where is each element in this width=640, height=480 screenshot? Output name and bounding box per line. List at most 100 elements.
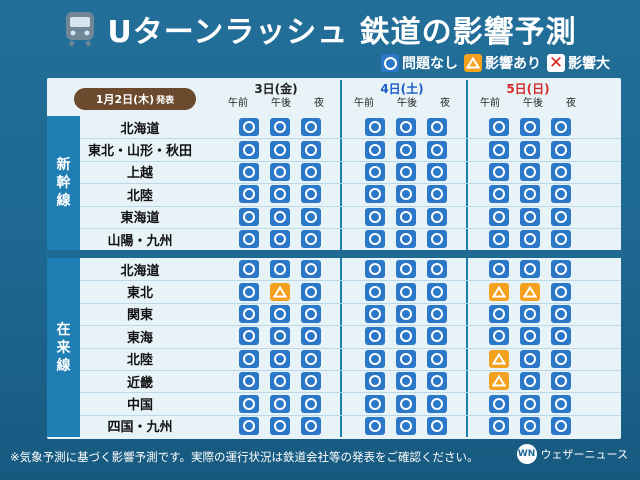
circle-icon [396,327,416,346]
day-label: 5日(日) [506,82,550,96]
circle-icon [270,372,290,391]
train-icon [66,12,95,47]
group-label-conventional: 在来線 [47,258,80,437]
circle-icon [489,163,509,181]
circle-icon [396,260,416,279]
row-divider [80,183,621,185]
circle-icon [551,282,571,301]
circle-icon [381,54,399,72]
circle-icon [270,163,290,181]
legend-item-ok: 問題なし [381,53,458,73]
circle-icon [239,394,259,413]
table-row: 近畿 [80,370,621,392]
circle-icon [489,305,509,323]
triangle-icon [270,282,290,301]
period-afternoon: 午後 [271,98,291,109]
group-label-shinkansen: 新幹線 [47,116,80,250]
line-name: 上越 [126,166,153,182]
circle-icon [489,327,509,346]
line-name: 北海道 [120,121,160,137]
circle-icon [396,207,416,226]
row-divider [80,228,621,229]
row-divider [80,325,621,327]
circle-icon [239,349,259,368]
circle-icon [427,394,447,413]
circle-icon [489,185,509,204]
header: Uターンラッシュ 鉄道の影響予測 [0,6,640,52]
table-row: 北海道 [80,116,621,138]
circle-icon [520,305,540,323]
circle-icon [489,230,509,249]
circle-icon [365,417,385,435]
legend-item-warn: 影響あり [464,53,541,73]
circle-icon [551,372,571,391]
circle-icon [239,327,259,346]
table-row: 東海 [80,325,621,347]
line-name: 関東 [126,308,153,324]
circle-icon [365,394,385,413]
circle-icon [239,417,259,435]
day-label: 4日(土) [380,82,424,96]
circle-icon [427,349,447,368]
circle-icon [365,207,385,226]
legend-ok-label: 問題なし [402,56,458,72]
line-name: 東海 [126,330,153,346]
circle-icon [365,140,385,159]
day-header-3: 5日(日) 午前 午後 夜 [468,81,588,111]
circle-icon [427,282,447,301]
line-name: 中国 [126,398,153,414]
circle-icon [551,185,571,204]
circle-icon [301,305,321,323]
row-divider [80,370,621,371]
row-divider [80,414,621,416]
circle-icon [489,118,509,137]
circle-icon [365,260,385,279]
period-afternoon: 午後 [397,98,417,109]
circle-icon [520,118,540,137]
row-divider [80,138,621,140]
line-name: 山陽・九州 [107,233,173,249]
circle-icon [551,417,571,435]
triangle-icon [464,54,482,72]
issued-date: 1月2日(木) [95,93,155,106]
circle-icon [301,185,321,204]
period-afternoon: 午後 [523,98,543,109]
circle-icon [427,260,447,279]
line-name: 近畿 [126,375,153,391]
row-divider [80,205,621,207]
circle-icon [270,394,290,413]
day-header-2: 4日(土) 午前 午後 夜 [342,81,462,111]
day-label: 3日(金) [254,82,298,96]
circle-icon [239,260,259,279]
circle-icon [301,118,321,137]
circle-icon [301,163,321,181]
circle-icon [270,305,290,323]
circle-icon [396,417,416,435]
line-name: 北陸 [126,188,153,204]
circle-icon [239,118,259,137]
circle-icon [520,207,540,226]
circle-icon [551,118,571,137]
legend-item-bad: ✕ 影響大 [547,53,610,73]
line-name: 東北・山形・秋田 [87,144,192,160]
table-row: 北陸 [80,348,621,370]
circle-icon [427,207,447,226]
circle-icon [396,305,416,323]
table-row: 東北 [80,280,621,302]
legend-bad-label: 影響大 [568,56,610,72]
circle-icon [301,282,321,301]
circle-icon [301,349,321,368]
circle-icon [270,327,290,346]
circle-icon [239,185,259,204]
group-label-char: 線 [56,193,71,209]
weathernews-logo-icon: WN [516,444,537,464]
table-row: 関東 [80,303,621,325]
circle-icon [301,417,321,435]
cross-icon: ✕ [547,53,565,73]
circle-icon [396,140,416,159]
group-label-char: 新 [56,157,71,173]
circle-icon [270,118,290,137]
circle-icon [551,207,571,226]
triangle-icon [520,282,540,301]
circle-icon [551,305,571,323]
